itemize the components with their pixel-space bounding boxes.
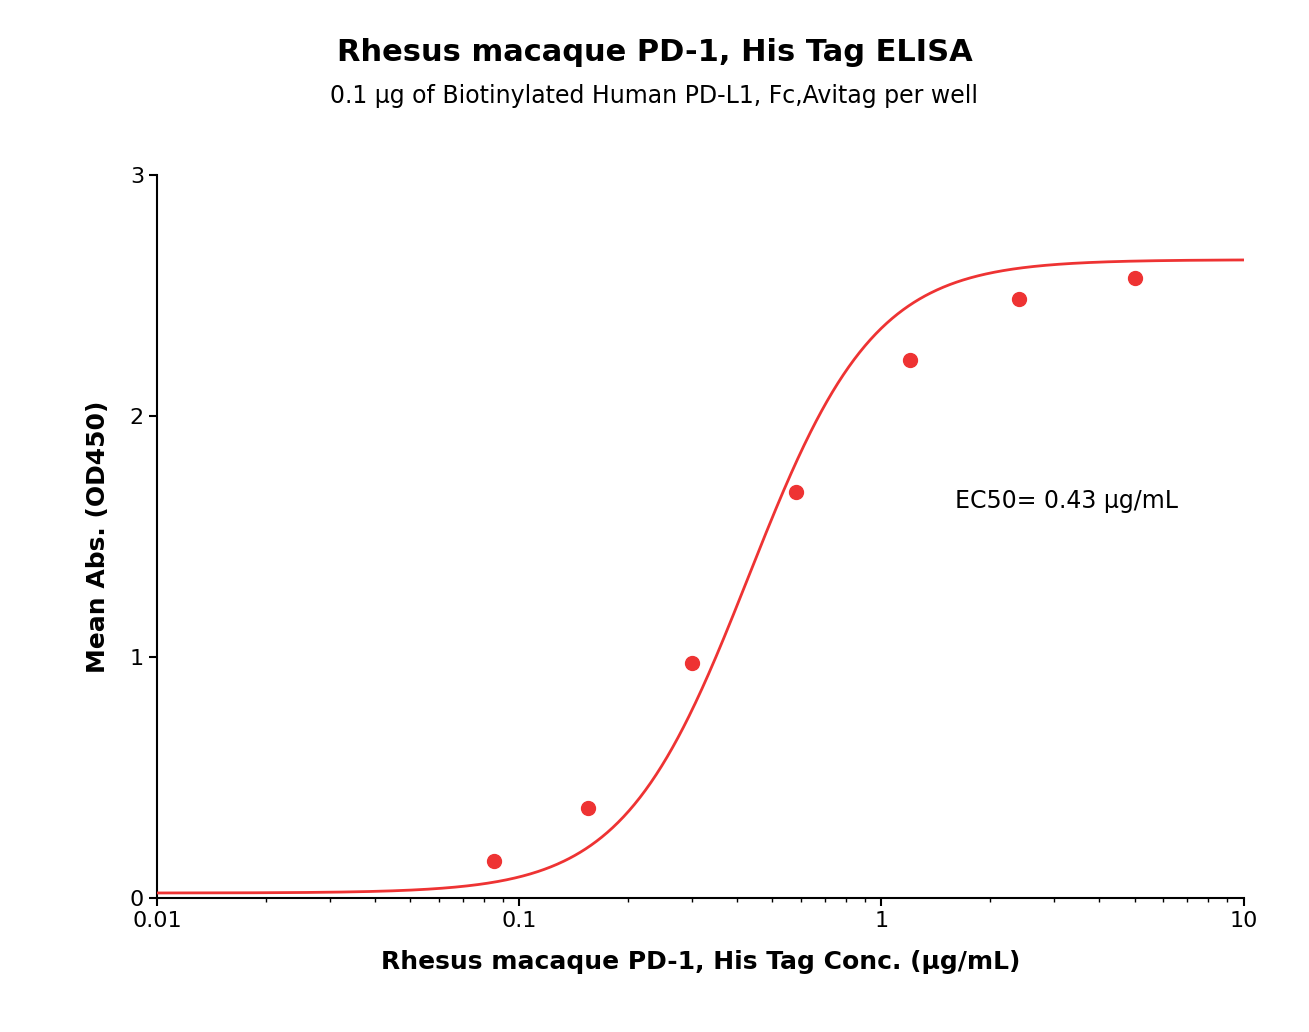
X-axis label: Rhesus macaque PD-1, His Tag Conc. (μg/mL): Rhesus macaque PD-1, His Tag Conc. (μg/m… — [381, 950, 1020, 974]
Point — [483, 852, 504, 869]
Text: 0.1 μg of Biotinylated Human PD-L1, Fc,Avitag per well: 0.1 μg of Biotinylated Human PD-L1, Fc,A… — [330, 85, 979, 108]
Y-axis label: Mean Abs. (OD450): Mean Abs. (OD450) — [86, 400, 110, 673]
Text: EC50= 0.43 μg/mL: EC50= 0.43 μg/mL — [956, 488, 1178, 513]
Point — [785, 484, 806, 501]
Text: Rhesus macaque PD-1, His Tag ELISA: Rhesus macaque PD-1, His Tag ELISA — [336, 38, 973, 67]
Point — [682, 655, 703, 672]
Point — [1124, 269, 1145, 286]
Point — [899, 351, 920, 368]
Point — [1009, 291, 1030, 308]
Point — [577, 799, 598, 815]
